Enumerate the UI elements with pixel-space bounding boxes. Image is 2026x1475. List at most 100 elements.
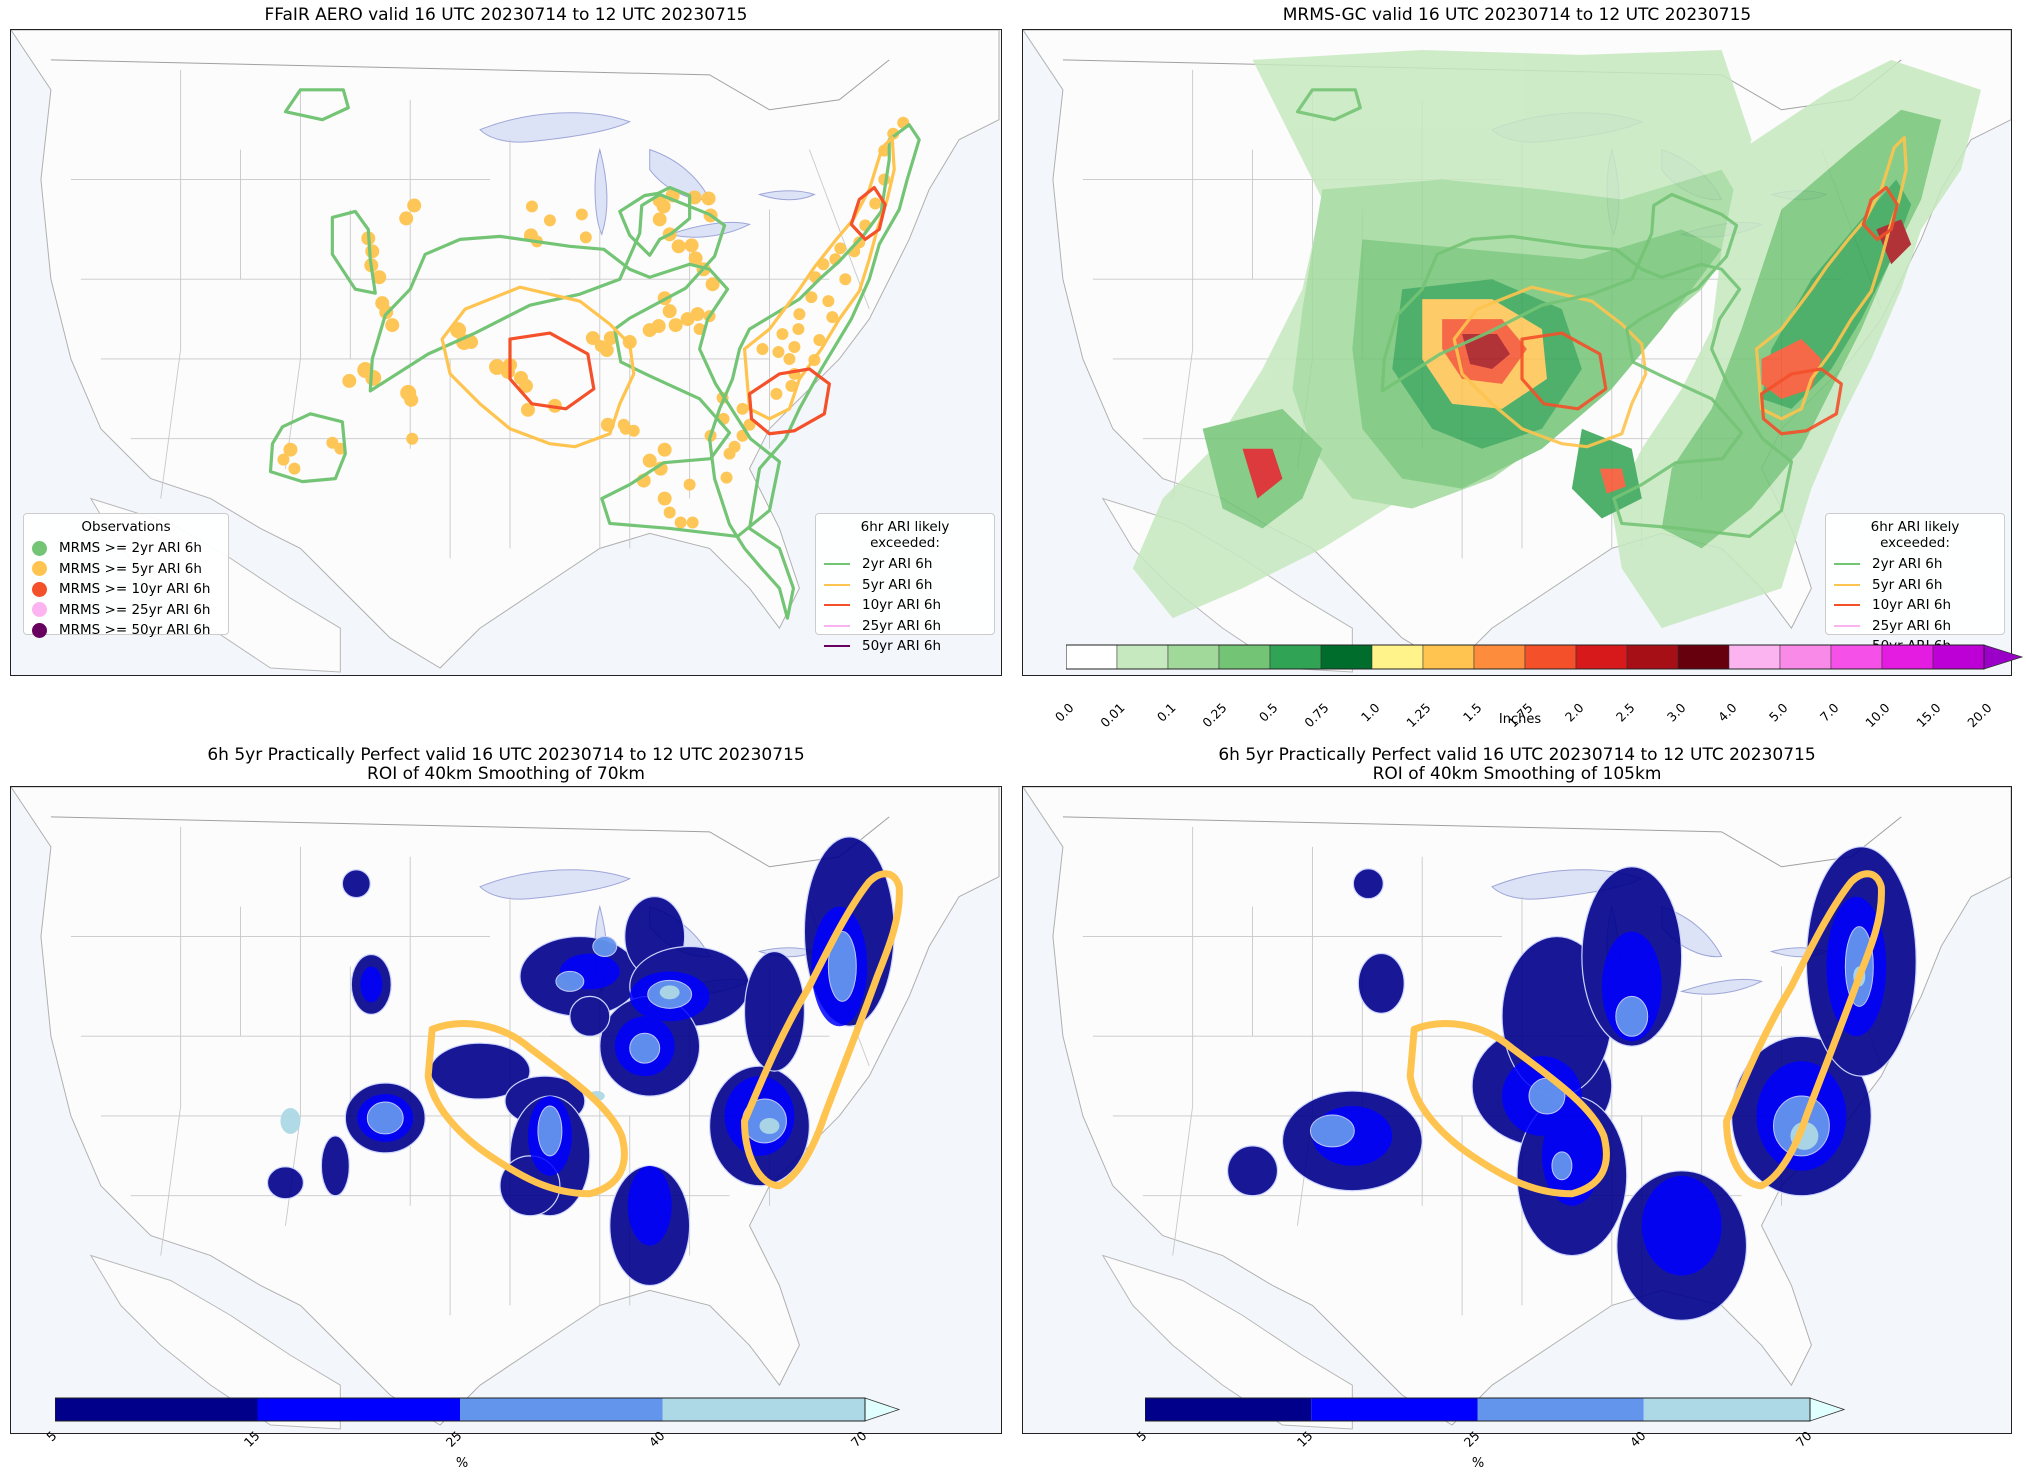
precip-colorbar-swatch [1677, 644, 1730, 670]
precip-tick-label: 15.0 [1913, 700, 1944, 731]
legend-line [1834, 624, 1860, 627]
legend-item: MRMS >= 25yr ARI 6h [32, 600, 220, 621]
panel-2-title: MRMS-GC valid 16 UTC 20230714 to 12 UTC … [1282, 5, 1752, 25]
precip-tick-label: 0.5 [1255, 700, 1281, 725]
ffair-map [11, 30, 1000, 673]
precip-colorbar-swatch [1218, 644, 1271, 670]
precip-tick-label: 0.25 [1199, 700, 1230, 731]
legend-label: 2yr ARI 6h [862, 556, 933, 573]
prob-colorbar-outline [54, 1397, 866, 1422]
precip-colorbar-extend-arrow [1983, 644, 2024, 670]
legend-label: 5yr ARI 6h [1872, 576, 1943, 593]
legend-label: MRMS >= 10yr ARI 6h [59, 581, 211, 598]
precip-colorbar-swatch [1881, 644, 1934, 670]
legend-line [824, 645, 850, 648]
panel-1-title: FFaIR AERO valid 16 UTC 20230714 to 12 U… [264, 5, 748, 25]
precip-colorbar-swatch [1779, 644, 1832, 670]
prob-colorbar-1 [54, 1397, 915, 1423]
precip-colorbar-swatch [1626, 644, 1679, 670]
legend-line [1834, 583, 1860, 586]
precip-colorbar-swatch [1473, 644, 1526, 670]
legend-label: MRMS >= 50yr ARI 6h [59, 622, 211, 639]
legend-item: 50yr ARI 6h [824, 636, 986, 657]
precip-tick-label: 4.0 [1714, 700, 1740, 725]
ari-legend-title: 6hr ARI likely exceeded: [1870, 519, 1960, 551]
pp-70km-map [11, 787, 1000, 1430]
map-panel-pp-105km [1022, 786, 2012, 1434]
precip-colorbar-outline [1065, 644, 1985, 670]
legend-marker [32, 581, 47, 597]
precip-colorbar-swatch [1830, 644, 1883, 670]
precip-tick-label: 1.0 [1357, 700, 1383, 725]
legend-item: 5yr ARI 6h [1834, 575, 1996, 596]
legend-marker [32, 561, 47, 577]
map-panel-mrms: 6hr ARI likely exceeded: 2yr ARI 6h 5yr … [1022, 29, 2012, 676]
precip-tick-label: 3.0 [1663, 700, 1689, 725]
precip-colorbar-swatch [1575, 644, 1628, 670]
mrms-map [1023, 30, 2011, 673]
legend-item: 5yr ARI 6h [824, 575, 986, 596]
legend-item: 2yr ARI 6h [824, 554, 986, 575]
prob-colorbar-swatch [55, 1398, 258, 1421]
prob-colorbar-swatch [1643, 1398, 1810, 1421]
prob-colorbar-extend-arrow [1809, 1397, 1846, 1422]
legend-item: MRMS >= 2yr ARI 6h [32, 538, 220, 559]
precip-tick-label: 0.0 [1051, 700, 1077, 725]
precip-colorbar [1065, 644, 2024, 704]
precip-colorbar-label: Inches [1498, 712, 1542, 727]
precip-tick-label: 0.75 [1301, 700, 1332, 731]
precip-colorbar-swatch [1320, 644, 1373, 670]
legend-line [824, 563, 850, 566]
legend-label: MRMS >= 25yr ARI 6h [59, 601, 211, 618]
prob-colorbar-2-swatches [1144, 1397, 1846, 1422]
precip-tick-label: 7.0 [1816, 700, 1842, 725]
map-panel-ffair: Observations MRMS >= 2yr ARI 6h MRMS >= … [10, 29, 1002, 676]
legend-label: 2yr ARI 6h [1872, 556, 1943, 573]
pp-105km-map [1023, 787, 2011, 1430]
prob-colorbar-swatch [460, 1398, 663, 1421]
legend-label: MRMS >= 5yr ARI 6h [59, 560, 202, 577]
prob-colorbar-swatch [662, 1398, 865, 1421]
precip-colorbar-swatch [1932, 644, 1985, 670]
precip-colorbar-swatch [1116, 644, 1169, 670]
legend-item: 10yr ARI 6h [1834, 595, 1996, 616]
legend-label: 25yr ARI 6h [862, 617, 942, 634]
prob-colorbar-2 [1144, 1397, 1846, 1423]
legend-item: MRMS >= 50yr ARI 6h [32, 620, 220, 641]
legend-item: 25yr ARI 6h [1834, 616, 1996, 637]
precip-colorbar-swatch [1728, 644, 1781, 670]
map-panel-pp-70km [10, 786, 1002, 1434]
prob-colorbar-1-swatches [54, 1397, 901, 1422]
precip-tick-label: 5.0 [1765, 700, 1791, 725]
precip-colorbar-swatches [1065, 644, 2024, 670]
legend-label: 50yr ARI 6h [862, 638, 942, 655]
prob-colorbar-extend-arrow [864, 1397, 901, 1422]
prob-colorbar-swatch [1145, 1398, 1312, 1421]
legend-label: 10yr ARI 6h [1872, 597, 1952, 614]
legend-item: MRMS >= 5yr ARI 6h [32, 559, 220, 580]
legend-label: MRMS >= 2yr ARI 6h [59, 540, 202, 557]
legend-marker [32, 602, 47, 618]
legend-item: 10yr ARI 6h [824, 595, 986, 616]
legend-label: 10yr ARI 6h [862, 597, 942, 614]
prob-colorbar-swatch [1311, 1398, 1478, 1421]
legend-line [824, 583, 850, 586]
prob-colorbar-outline [1144, 1397, 1811, 1422]
prob-colorbar-swatch [257, 1398, 460, 1421]
precip-tick-label: 0.1 [1153, 700, 1179, 725]
legend-label: 25yr ARI 6h [1872, 617, 1952, 634]
prob-colorbar-1-label: % [455, 1456, 469, 1471]
ari-legend-title: 6hr ARI likely exceeded: [860, 519, 950, 551]
legend-item: 25yr ARI 6h [824, 616, 986, 637]
probability-blobs [266, 836, 895, 1287]
precip-tick-label: 20.0 [1964, 700, 1995, 731]
precip-colorbar-swatch [1269, 644, 1322, 670]
legend-line [824, 604, 850, 607]
legend-line [1834, 563, 1860, 566]
panel-4-title: 6h 5yr Practically Perfect valid 16 UTC … [1218, 745, 1816, 784]
ari-legend-panel-2: 6hr ARI likely exceeded: 2yr ARI 6h 5yr … [1825, 513, 2005, 654]
precip-tick-label: 10.0 [1862, 700, 1893, 731]
legend-label: 5yr ARI 6h [862, 576, 933, 593]
precip-tick-label: 1.25 [1403, 700, 1434, 731]
legend-item: MRMS >= 10yr ARI 6h [32, 579, 220, 600]
